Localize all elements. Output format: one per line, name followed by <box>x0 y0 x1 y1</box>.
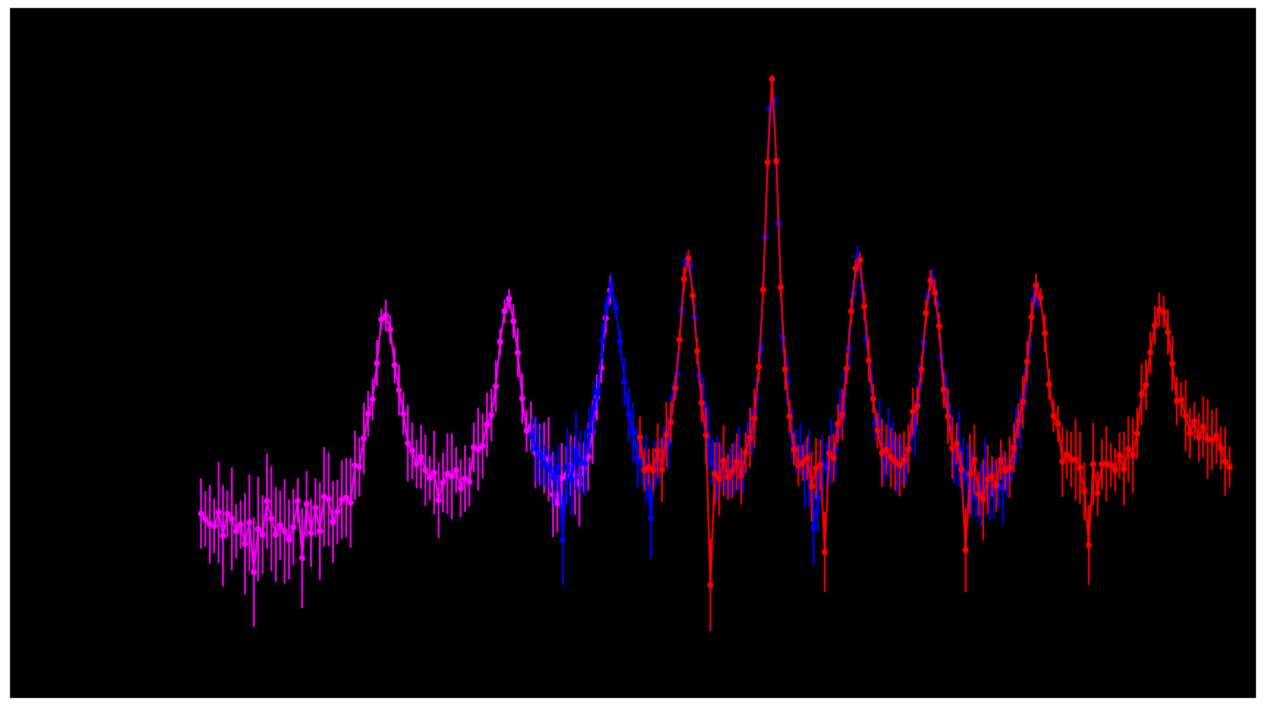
spectrum-canvas <box>0 0 1264 706</box>
spectrum-plot <box>0 0 1264 706</box>
